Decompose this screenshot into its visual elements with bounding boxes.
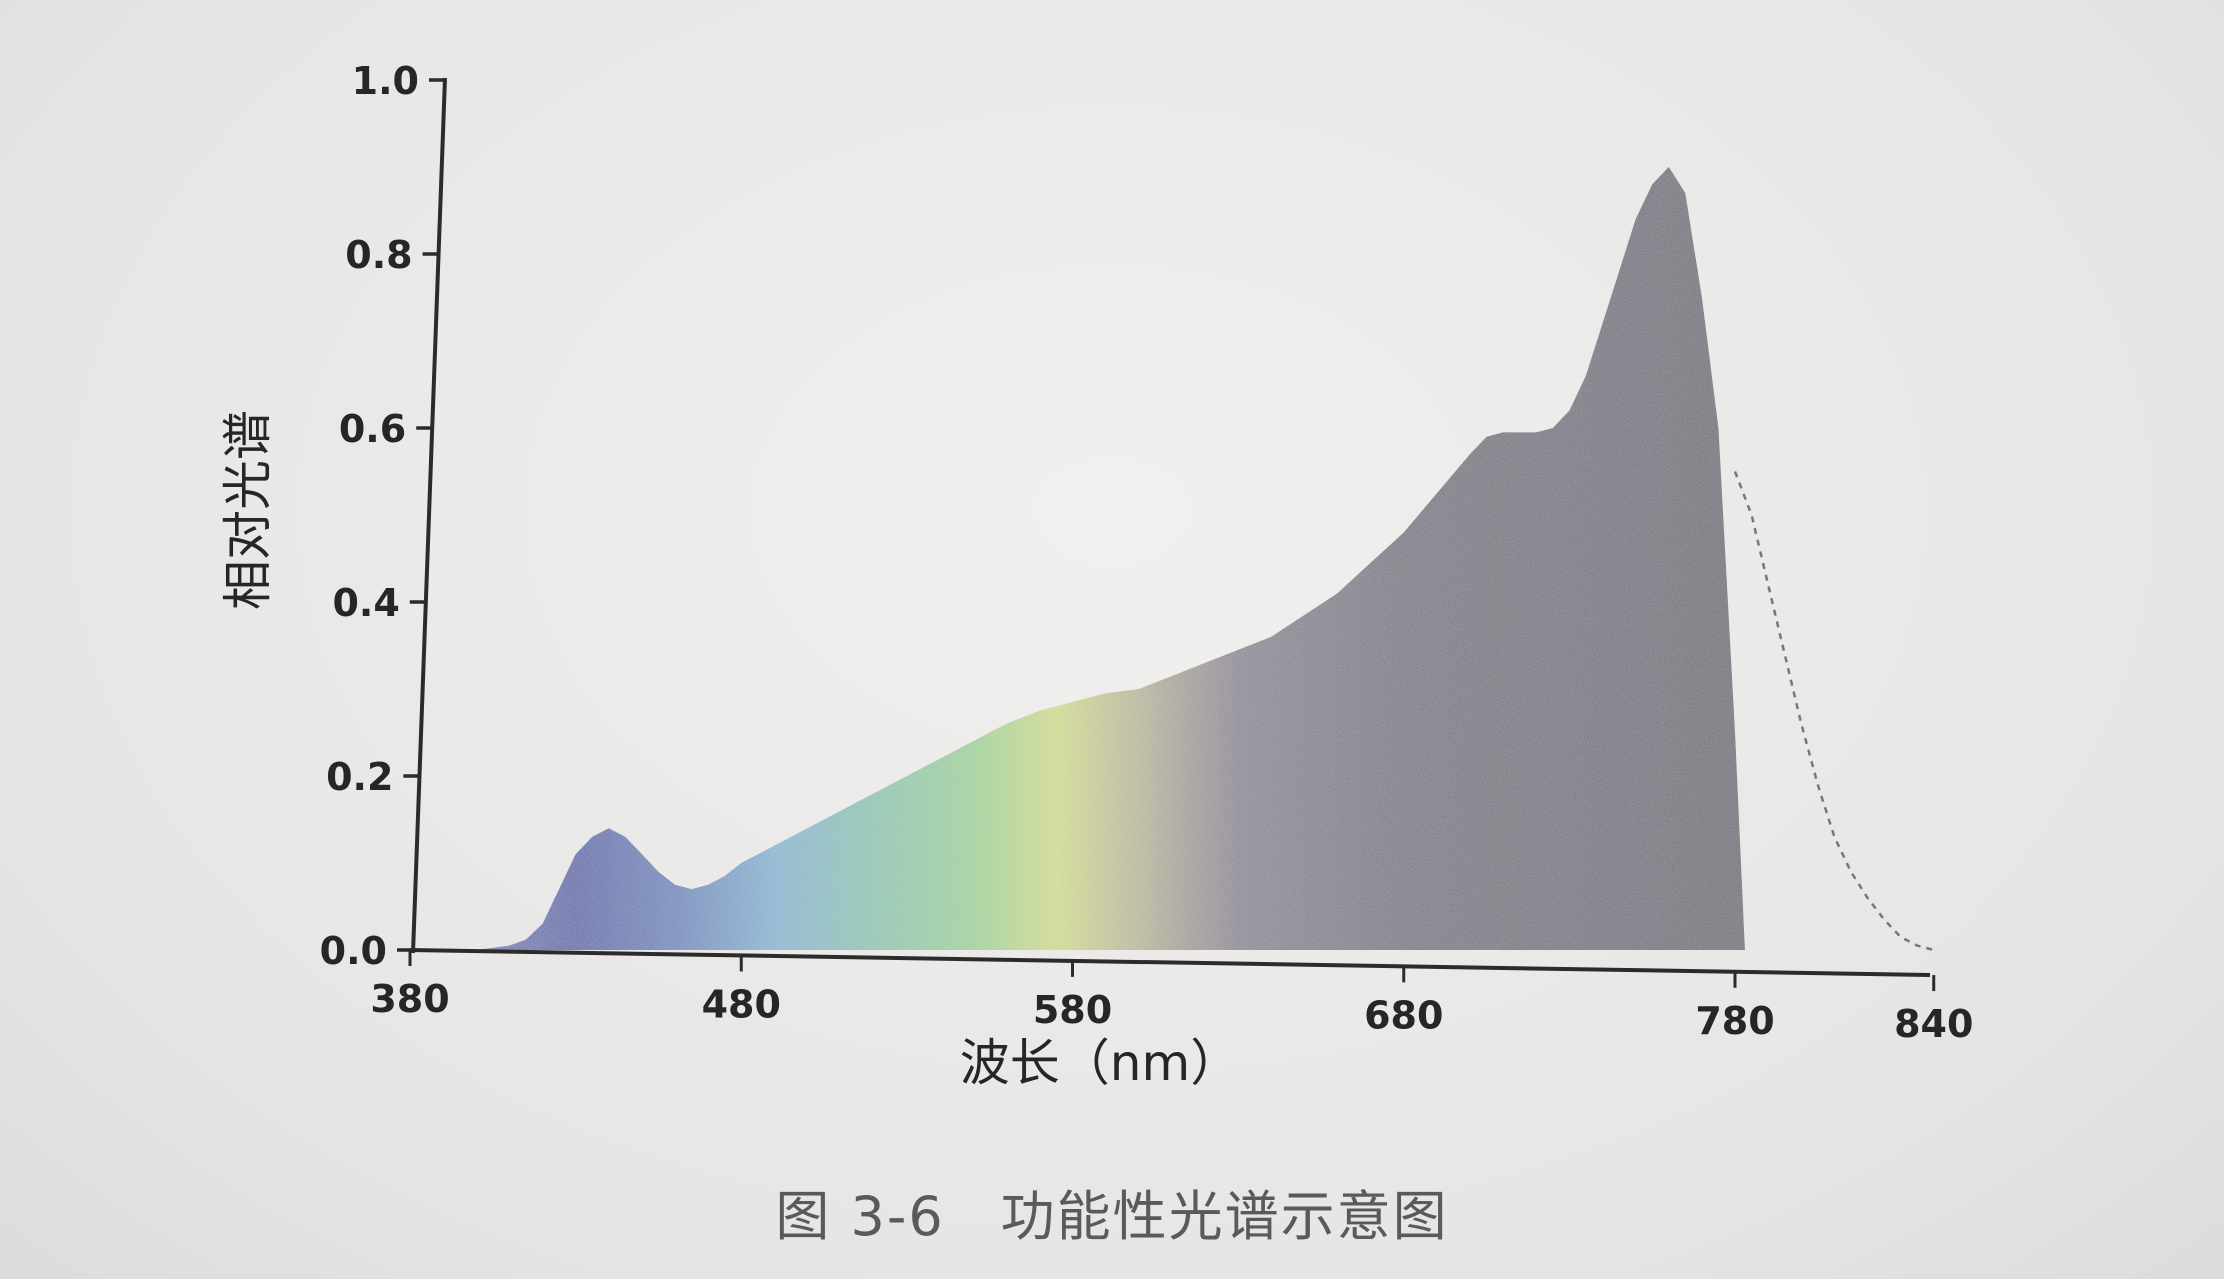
tick-labels: 0.0 0.2 0.4 0.6 0.8 1.0 380 480 580 680 780 840 [320,59,1974,1046]
axes [409,77,1931,977]
y-tick-label: 0.4 [332,581,399,625]
x-tick-label: 780 [1695,999,1774,1043]
figure-caption: 图 3-6 功能性光谱示意图 [775,1185,1449,1248]
x-tick-label: 480 [702,982,781,1026]
tick-marks [397,78,1936,992]
y-axis-title: 相对光谱 [219,410,277,610]
y-tick-label: 1.0 [352,59,419,103]
y-tick-label: 0.0 [320,929,387,973]
x-tick-label: 580 [1033,988,1112,1032]
x-tick-label: 840 [1894,1002,1973,1046]
dashed-tail-layer [1733,471,1935,952]
x-axis-title: 波长（nm） [960,1034,1240,1092]
y-axis-line [411,77,447,954]
x-tick-label: 380 [370,977,449,1021]
dashed-tail-line [1733,471,1935,952]
y-tick-label: 0.6 [339,407,406,451]
x-axis-line [409,948,1931,977]
y-tick-label: 0.2 [326,755,393,799]
spectrum-area [410,167,1745,950]
x-tick-label: 680 [1364,993,1443,1037]
spectrum-area-layer [410,167,1745,950]
y-tick-label: 0.8 [345,233,412,277]
